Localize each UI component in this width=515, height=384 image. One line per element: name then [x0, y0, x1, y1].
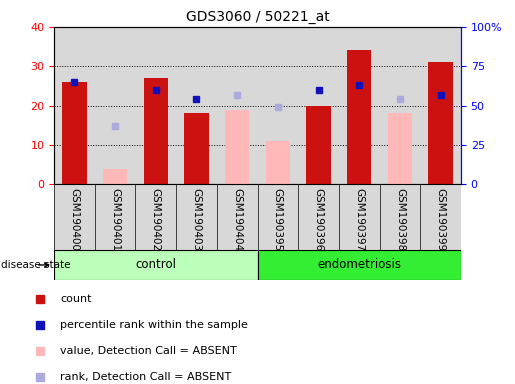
- Bar: [62, 82, 87, 184]
- Text: GSM190395: GSM190395: [273, 188, 283, 251]
- Text: endometriosis: endometriosis: [317, 258, 401, 271]
- Bar: [95, 27, 135, 184]
- Text: GSM190402: GSM190402: [151, 188, 161, 251]
- Bar: [380, 27, 420, 184]
- FancyBboxPatch shape: [54, 250, 258, 280]
- Bar: [135, 184, 176, 250]
- Text: GSM190400: GSM190400: [70, 188, 79, 251]
- Text: GSM190403: GSM190403: [192, 188, 201, 251]
- Bar: [103, 169, 127, 184]
- Text: rank, Detection Call = ABSENT: rank, Detection Call = ABSENT: [60, 372, 231, 382]
- Text: GSM190397: GSM190397: [354, 188, 364, 251]
- Bar: [54, 27, 95, 184]
- Bar: [176, 27, 217, 184]
- Bar: [298, 27, 339, 184]
- Bar: [144, 78, 168, 184]
- Bar: [339, 184, 380, 250]
- Bar: [339, 27, 380, 184]
- Title: GDS3060 / 50221_at: GDS3060 / 50221_at: [185, 10, 330, 25]
- Text: value, Detection Call = ABSENT: value, Detection Call = ABSENT: [60, 346, 237, 356]
- Bar: [420, 27, 461, 184]
- Text: control: control: [135, 258, 176, 271]
- Text: percentile rank within the sample: percentile rank within the sample: [60, 320, 248, 330]
- Bar: [217, 27, 258, 184]
- Bar: [176, 184, 217, 250]
- Bar: [135, 27, 176, 184]
- Bar: [266, 141, 290, 184]
- Bar: [258, 27, 298, 184]
- Text: GSM190401: GSM190401: [110, 188, 120, 251]
- Bar: [339, 27, 380, 184]
- Bar: [380, 27, 420, 184]
- Bar: [428, 62, 453, 184]
- Bar: [54, 184, 95, 250]
- Bar: [258, 27, 298, 184]
- Bar: [95, 184, 135, 250]
- FancyBboxPatch shape: [258, 250, 461, 280]
- Bar: [380, 184, 420, 250]
- Text: GSM190398: GSM190398: [395, 188, 405, 251]
- Bar: [420, 184, 461, 250]
- Bar: [217, 27, 258, 184]
- Bar: [258, 184, 298, 250]
- Text: GSM190399: GSM190399: [436, 188, 445, 251]
- Bar: [184, 114, 209, 184]
- Text: count: count: [60, 294, 92, 304]
- Text: GSM190404: GSM190404: [232, 188, 242, 251]
- Text: disease state: disease state: [1, 260, 71, 270]
- Bar: [420, 27, 461, 184]
- Bar: [54, 27, 95, 184]
- Bar: [388, 114, 412, 184]
- Bar: [306, 106, 331, 184]
- Bar: [95, 27, 135, 184]
- Bar: [217, 184, 258, 250]
- Bar: [135, 27, 176, 184]
- Bar: [298, 27, 339, 184]
- Text: GSM190396: GSM190396: [314, 188, 323, 251]
- Bar: [347, 50, 371, 184]
- Bar: [298, 184, 339, 250]
- Bar: [176, 27, 217, 184]
- Bar: [225, 109, 249, 184]
